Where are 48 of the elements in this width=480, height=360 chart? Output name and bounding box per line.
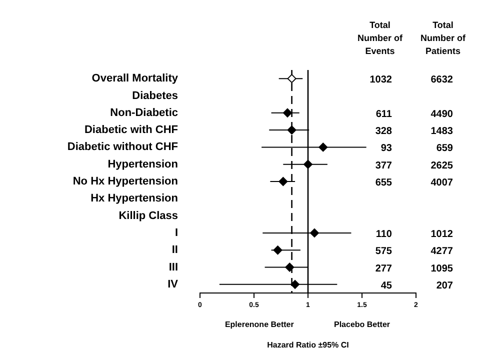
- y-tick-label: II: [172, 244, 178, 256]
- y-tick-label: Hypertension: [108, 158, 178, 170]
- y-tick-label: Diabetes: [132, 90, 178, 102]
- point: [304, 160, 312, 169]
- y-tick-label: Killip Class: [118, 210, 178, 222]
- point: [287, 74, 296, 84]
- point: [278, 177, 288, 186]
- y-tick-label: Diabetic with CHF: [84, 124, 178, 136]
- text: 4490: [430, 108, 454, 120]
- point: [310, 228, 319, 238]
- text: 4007: [430, 178, 454, 188]
- text: 207: [436, 280, 454, 292]
- y-tick-label: Overall Mortality: [92, 72, 179, 85]
- text: 1483: [430, 126, 454, 138]
- text: 4277: [430, 246, 454, 258]
- x-axis-title: Hazard Ratio ±95% CI: [267, 340, 349, 350]
- text: Total Number of Patients: [420, 20, 467, 56]
- annotation: 277: [375, 263, 392, 274]
- annotation: 93: [380, 143, 392, 154]
- y-tick-label: IV: [168, 278, 179, 290]
- y-tick-label: I: [174, 226, 178, 239]
- point: [282, 108, 292, 118]
- y-tick-label: Non-Diabetic: [110, 106, 178, 119]
- point: [287, 126, 296, 135]
- text: 659: [436, 143, 454, 154]
- annotation: 45: [380, 280, 392, 292]
- text: Placebo Better: [334, 320, 390, 329]
- text: 1095: [430, 263, 454, 274]
- y-tick-label: Hx Hypertension: [90, 192, 178, 205]
- annotation: 1032: [370, 74, 392, 86]
- point: [318, 142, 328, 152]
- y-tick-label: III: [168, 261, 178, 274]
- point: [273, 246, 282, 255]
- text: 1012: [430, 228, 454, 240]
- annotation: 575: [375, 246, 392, 258]
- annotation: 377: [375, 160, 392, 172]
- text: Eplerenone Better: [224, 320, 294, 329]
- text: 6632: [430, 74, 454, 86]
- text: 2625: [430, 160, 454, 172]
- point: [285, 262, 294, 272]
- point: [290, 280, 300, 289]
- y-tick-label: Diabetic without CHF: [67, 141, 178, 154]
- annotation: 328: [375, 126, 392, 138]
- annotation: 655: [375, 178, 392, 188]
- text: Total Number of Events: [358, 20, 404, 56]
- annotation: 110: [376, 228, 392, 240]
- y-tick-label: No Hx Hypertension: [72, 176, 178, 188]
- annotation: 611: [376, 108, 392, 120]
